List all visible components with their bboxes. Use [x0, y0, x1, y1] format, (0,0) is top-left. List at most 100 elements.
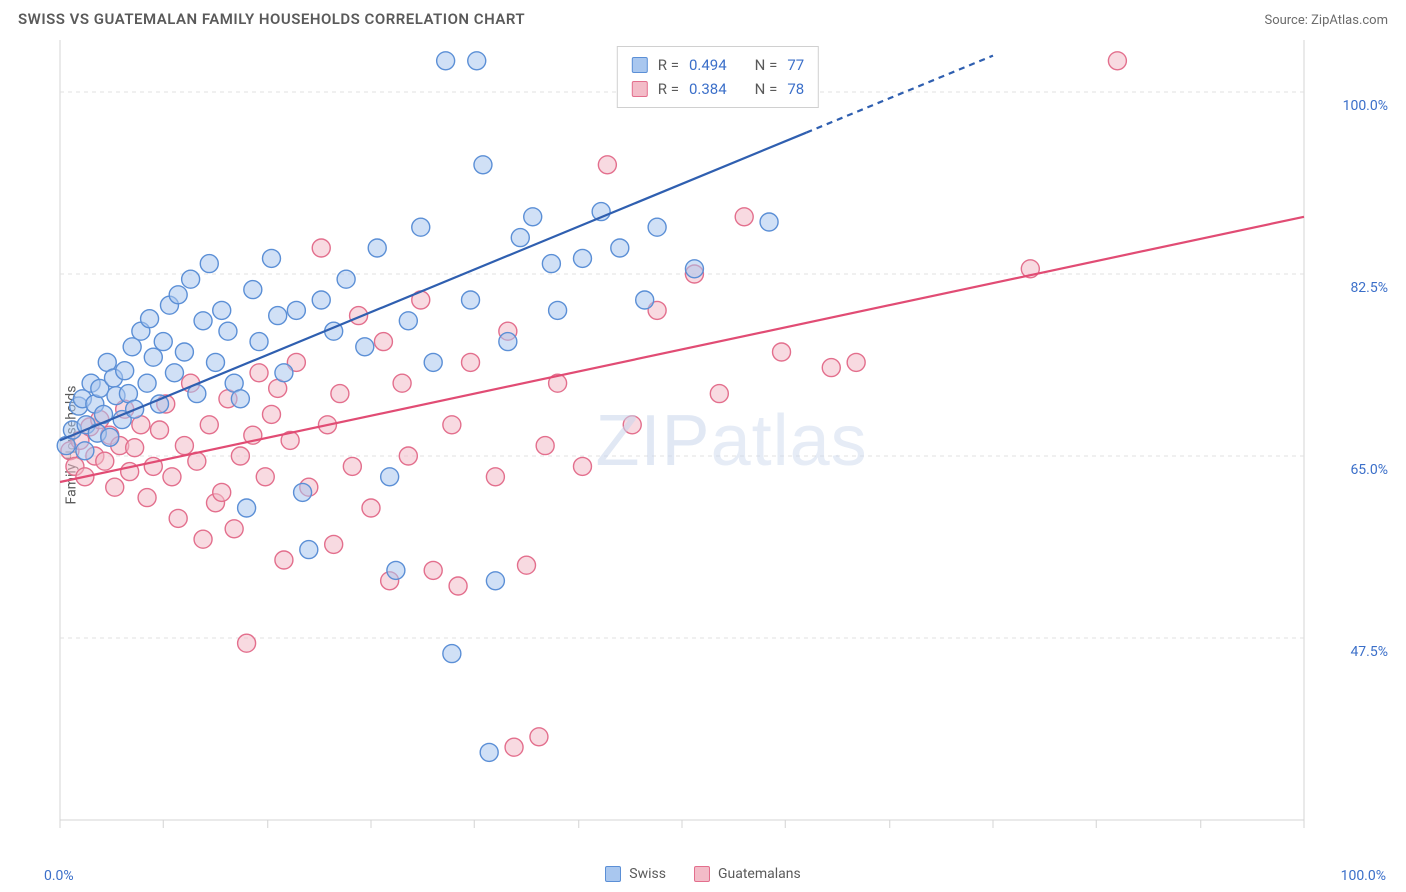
- data-point: [710, 385, 728, 403]
- data-point: [760, 213, 778, 231]
- scatter-plot-svg: [42, 40, 1394, 850]
- data-point: [847, 353, 865, 371]
- data-point: [106, 478, 124, 496]
- y-tick-label: 82.5%: [1350, 280, 1388, 296]
- data-point: [623, 416, 641, 434]
- data-point: [1108, 52, 1126, 70]
- series-legend-label: Guatemalans: [718, 866, 801, 882]
- trend-line: [60, 133, 806, 441]
- data-point: [294, 483, 312, 501]
- trend-line-extrapolated: [806, 56, 993, 133]
- legend-r-value: 0.494: [689, 53, 727, 77]
- chart-area: Family Households ZIPatlas R = 0.494 N =…: [42, 40, 1394, 850]
- data-point: [275, 364, 293, 382]
- data-point: [399, 312, 417, 330]
- chart-title: SWISS VS GUATEMALAN FAMILY HOUSEHOLDS CO…: [18, 10, 525, 28]
- data-point: [530, 728, 548, 746]
- data-point: [381, 468, 399, 486]
- legend-swatch: [632, 81, 648, 97]
- data-point: [194, 312, 212, 330]
- data-point: [175, 437, 193, 455]
- chart-source: Source: ZipAtlas.com: [1264, 13, 1388, 28]
- data-point: [163, 468, 181, 486]
- data-point: [275, 551, 293, 569]
- data-point: [213, 483, 231, 501]
- data-point: [169, 286, 187, 304]
- data-point: [549, 301, 567, 319]
- data-point: [269, 307, 287, 325]
- data-point: [231, 390, 249, 408]
- data-point: [194, 530, 212, 548]
- x-axis-max-label: 100.0%: [1341, 868, 1386, 884]
- data-point: [238, 634, 256, 652]
- series-legend-item: Swiss: [605, 866, 666, 882]
- data-point: [449, 577, 467, 595]
- data-point: [685, 260, 703, 278]
- legend-swatch: [694, 866, 710, 882]
- data-point: [468, 52, 486, 70]
- data-point: [773, 343, 791, 361]
- data-point: [362, 499, 380, 517]
- legend-row: R = 0.494 N = 77: [632, 53, 804, 77]
- data-point: [735, 208, 753, 226]
- data-point: [200, 416, 218, 434]
- data-point: [356, 338, 374, 356]
- data-point: [219, 322, 237, 340]
- data-point: [325, 535, 343, 553]
- data-point: [76, 442, 94, 460]
- series-legend: Swiss Guatemalans: [0, 866, 1406, 882]
- data-point: [387, 561, 405, 579]
- x-axis-min-label: 0.0%: [44, 868, 74, 884]
- data-point: [524, 208, 542, 226]
- data-point: [822, 359, 840, 377]
- data-point: [141, 310, 159, 328]
- y-tick-label: 65.0%: [1350, 462, 1388, 478]
- data-point: [126, 439, 144, 457]
- data-point: [424, 353, 442, 371]
- data-point: [169, 509, 187, 527]
- data-point: [437, 52, 455, 70]
- data-point: [368, 239, 386, 257]
- data-point: [399, 447, 417, 465]
- data-point: [312, 239, 330, 257]
- data-point: [207, 353, 225, 371]
- data-point: [505, 738, 523, 756]
- data-point: [154, 333, 172, 351]
- trend-line: [60, 217, 1304, 482]
- data-point: [231, 447, 249, 465]
- data-point: [518, 556, 536, 574]
- legend-n-label: N =: [755, 77, 778, 101]
- data-point: [536, 437, 554, 455]
- correlation-legend: R = 0.494 N = 77 R = 0.384 N = 78: [617, 46, 819, 108]
- data-point: [287, 301, 305, 319]
- data-point: [244, 281, 262, 299]
- legend-r-label: R =: [658, 53, 679, 77]
- data-point: [486, 572, 504, 590]
- data-point: [337, 270, 355, 288]
- data-point: [573, 249, 591, 267]
- data-point: [256, 468, 274, 486]
- legend-r-value: 0.384: [689, 77, 727, 101]
- data-point: [480, 743, 498, 761]
- legend-n-value: 78: [787, 77, 804, 101]
- data-point: [648, 218, 666, 236]
- data-point: [424, 561, 442, 579]
- legend-swatch: [605, 866, 621, 882]
- data-point: [542, 255, 560, 273]
- data-point: [144, 348, 162, 366]
- data-point: [374, 333, 392, 351]
- data-point: [443, 416, 461, 434]
- data-point: [636, 291, 654, 309]
- data-point: [331, 385, 349, 403]
- legend-row: R = 0.384 N = 78: [632, 77, 804, 101]
- data-point: [213, 301, 231, 319]
- data-point: [462, 353, 480, 371]
- series-legend-label: Swiss: [629, 866, 666, 882]
- data-point: [262, 405, 280, 423]
- data-point: [200, 255, 218, 273]
- legend-swatch: [632, 57, 648, 73]
- data-point: [175, 343, 193, 361]
- data-point: [499, 333, 517, 351]
- data-point: [225, 520, 243, 538]
- data-point: [250, 333, 268, 351]
